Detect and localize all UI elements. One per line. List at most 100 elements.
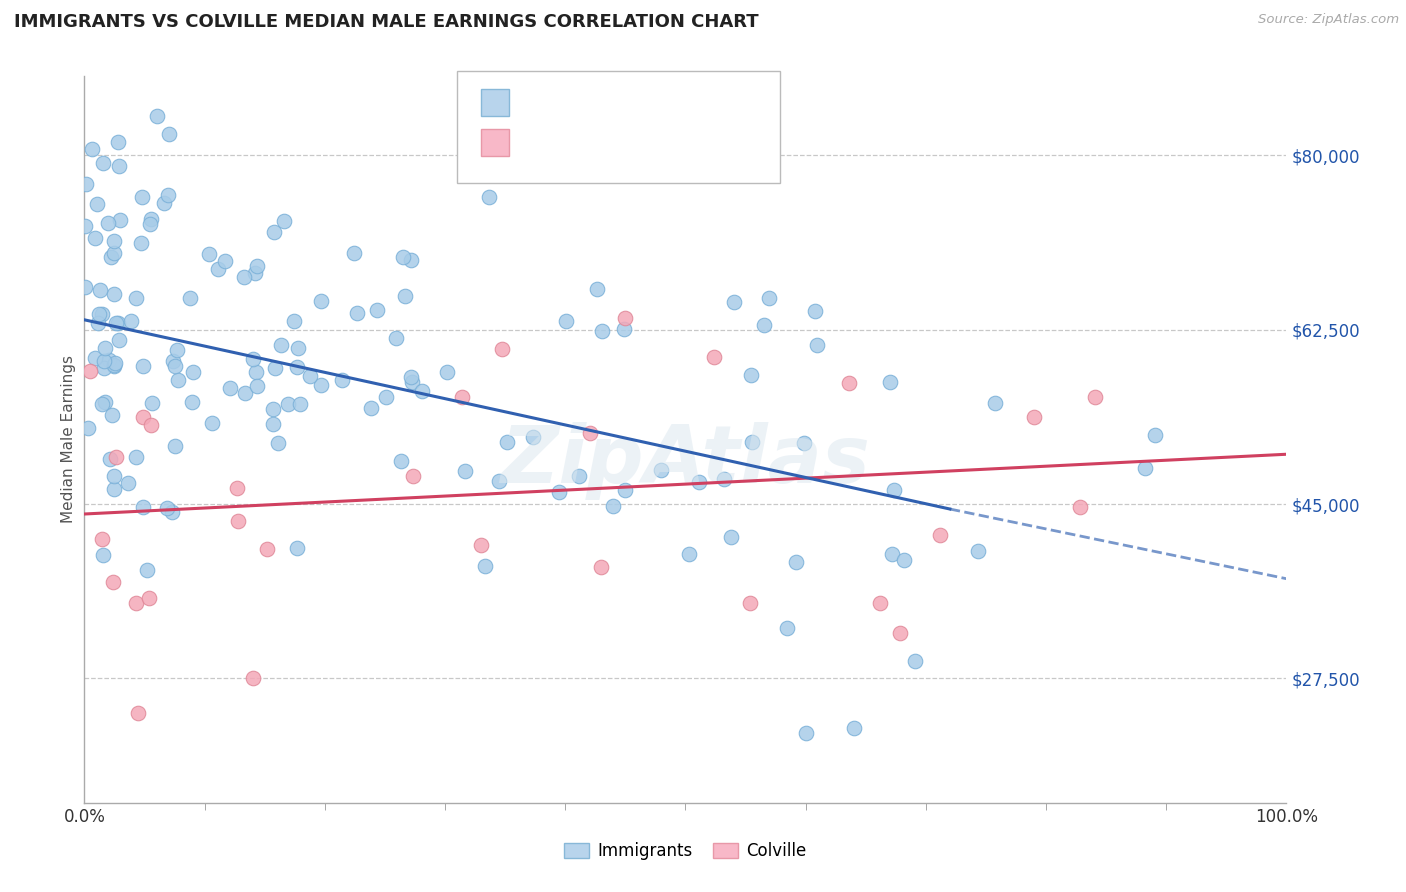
Text: ZipAtlas: ZipAtlas xyxy=(501,422,870,500)
Point xyxy=(73,219,96,233)
Point xyxy=(283,313,305,327)
Point xyxy=(160,505,183,519)
Point xyxy=(131,190,153,204)
Text: N =: N = xyxy=(661,134,700,152)
Point xyxy=(893,553,915,567)
Point xyxy=(650,463,672,477)
Point xyxy=(882,547,904,561)
Point xyxy=(218,380,240,394)
Point xyxy=(879,375,901,389)
Point xyxy=(522,430,544,444)
Point xyxy=(104,356,127,370)
Point xyxy=(167,373,190,387)
Point xyxy=(1024,410,1046,425)
Point xyxy=(105,316,128,330)
Point xyxy=(125,596,148,610)
Point xyxy=(214,254,236,268)
Point xyxy=(548,485,571,500)
Point xyxy=(256,541,278,556)
Point xyxy=(411,384,433,398)
Point xyxy=(93,361,115,376)
Point xyxy=(233,386,256,401)
Point xyxy=(273,214,295,228)
Point xyxy=(838,376,860,391)
Point xyxy=(75,280,97,294)
Point xyxy=(966,544,988,558)
Point xyxy=(287,541,309,555)
Point xyxy=(97,353,120,368)
Point xyxy=(75,177,97,191)
Point xyxy=(402,469,425,483)
Point xyxy=(108,159,131,173)
Point xyxy=(385,331,408,345)
Point xyxy=(488,475,510,489)
Point xyxy=(201,416,224,430)
Point xyxy=(614,483,637,498)
Point xyxy=(179,291,201,305)
Point xyxy=(136,563,159,577)
Point xyxy=(270,338,292,352)
Point xyxy=(903,654,925,668)
Point xyxy=(181,395,204,409)
Point xyxy=(139,217,162,231)
Point xyxy=(132,359,155,373)
Text: R =: R = xyxy=(520,94,560,112)
Point xyxy=(343,246,366,260)
Point xyxy=(79,364,101,378)
Point xyxy=(166,343,188,357)
Point xyxy=(309,294,332,309)
Point xyxy=(120,314,142,328)
Point xyxy=(1133,460,1156,475)
Point xyxy=(720,530,742,544)
Point xyxy=(141,396,163,410)
Point xyxy=(688,475,710,489)
Text: 0.163: 0.163 xyxy=(576,134,640,152)
Point xyxy=(713,472,735,486)
Point xyxy=(233,269,256,284)
Point xyxy=(399,252,422,267)
Legend: Immigrants, Colville: Immigrants, Colville xyxy=(558,836,813,867)
Point xyxy=(436,365,458,379)
Point xyxy=(401,375,423,389)
Point xyxy=(589,559,612,574)
Point xyxy=(703,350,725,364)
Point xyxy=(83,351,105,365)
Point xyxy=(262,417,284,431)
Point xyxy=(453,464,475,478)
Point xyxy=(785,555,807,569)
Point xyxy=(152,196,174,211)
Point xyxy=(613,310,636,325)
Point xyxy=(139,212,162,227)
Point xyxy=(103,359,125,374)
Point xyxy=(103,234,125,248)
Point xyxy=(266,436,288,450)
Point xyxy=(107,135,129,149)
Point xyxy=(76,421,98,435)
Point xyxy=(242,671,264,685)
Point xyxy=(568,468,591,483)
Point xyxy=(103,358,125,372)
Point xyxy=(124,291,146,305)
Point xyxy=(776,621,799,635)
Point xyxy=(389,454,412,468)
Point xyxy=(91,156,114,170)
Point xyxy=(91,307,114,321)
Y-axis label: Median Male Earnings: Median Male Earnings xyxy=(60,355,76,524)
Point xyxy=(103,469,125,483)
Point xyxy=(93,353,115,368)
Point xyxy=(740,596,762,610)
Point xyxy=(89,283,111,297)
Point xyxy=(366,302,388,317)
Point xyxy=(132,410,155,425)
Point xyxy=(474,558,496,573)
Point xyxy=(127,706,149,721)
Point xyxy=(741,434,763,449)
Point xyxy=(678,547,700,561)
Point xyxy=(394,289,416,303)
Point xyxy=(399,370,422,384)
Point xyxy=(181,365,204,379)
Text: 147: 147 xyxy=(714,94,752,112)
Point xyxy=(107,333,129,347)
Point xyxy=(752,318,775,332)
Point xyxy=(103,287,125,301)
